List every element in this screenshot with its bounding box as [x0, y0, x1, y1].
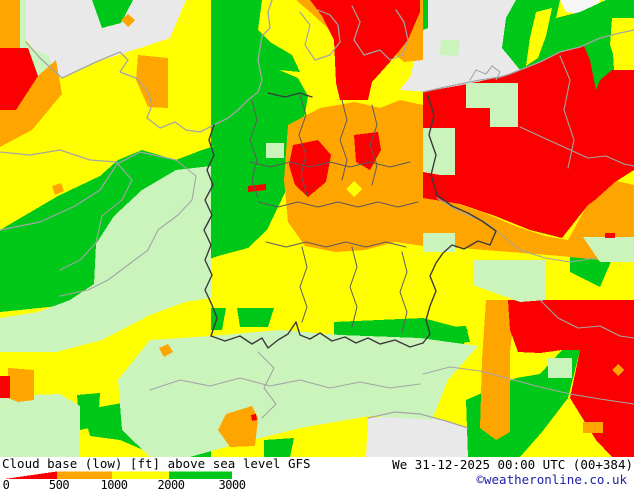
- map-region-orange-diamond-right: [612, 364, 624, 376]
- map-border-border-germany-south: [210, 321, 424, 349]
- map-border-border-bottomright-1: [422, 366, 634, 405]
- map-region-pale-band-right-2: [583, 237, 634, 262]
- legend-title: Cloud base (low) [ft] above sea level GF…: [2, 456, 311, 471]
- map-region-red-sliver-west: [248, 184, 266, 192]
- legend-segment-500-1000: [57, 471, 112, 479]
- map-border-state-1: [249, 99, 259, 199]
- map-border-coast-denmark-2: [351, 5, 409, 61]
- map-region-green-bottom-center: [264, 438, 294, 457]
- map-region-orange-left-diag: [0, 60, 62, 147]
- map-border-state-6: [257, 201, 419, 208]
- map-region-red-left: [0, 48, 38, 110]
- map-region-orange-bottomright-col: [480, 300, 516, 440]
- map-border-coast-ruegen: [469, 65, 501, 81]
- map-border-border-germany-west: [203, 124, 218, 337]
- weather-map: [0, 0, 634, 457]
- map-border-coast-england: [0, 149, 118, 163]
- legend-tick-500: 500: [48, 478, 70, 490]
- map-border-border-czech-grey: [436, 197, 597, 263]
- map-border-border-bottomright-2: [539, 299, 634, 339]
- legend-color-bar: [4, 471, 232, 479]
- map-border-state-8: [299, 246, 308, 323]
- map-region-green-sliver-topright: [423, 0, 428, 30]
- map-region-pale-notch-2: [423, 128, 455, 175]
- map-region-pale-notch-west: [266, 143, 284, 158]
- map-region-yellow-diamond-central: [346, 181, 362, 197]
- map-border-border-poland-1: [519, 126, 634, 167]
- weather-map-svg: [0, 0, 634, 457]
- map-region-orange-diamond-top: [121, 14, 135, 27]
- map-region-orange-left-band: [0, 0, 20, 48]
- map-border-border-poland-2: [559, 55, 575, 169]
- legend-tick-labels: 0 500 1000 2000 3000: [2, 478, 262, 490]
- map-region-red-central-2: [354, 132, 381, 170]
- map-border-state-7: [265, 241, 407, 248]
- map-region-green-top-patch: [92, 0, 133, 28]
- map-region-red-bottomright: [508, 300, 634, 457]
- legend-tick-0: 0: [2, 478, 10, 490]
- legend-segment-2000-3000: [169, 471, 232, 479]
- map-border-border-france-1: [59, 159, 197, 297]
- map-border-state-5: [249, 161, 411, 168]
- map-region-pale-notch-4: [548, 358, 572, 378]
- map-border-border-france-2: [59, 162, 133, 271]
- map-region-red-left-edge-bottom: [0, 376, 10, 398]
- map-border-coast-denmark-1: [299, 9, 341, 61]
- map-border-border-alps-1: [149, 377, 421, 391]
- map-region-pale-notch-1: [466, 83, 518, 127]
- map-region-green-lens-1: [237, 308, 274, 327]
- map-border-coast-adriatic: [367, 411, 469, 429]
- map-border-border-denmark: [267, 92, 313, 98]
- map-region-orange-alps-blob: [218, 406, 258, 447]
- map-border-coast-france: [0, 151, 177, 231]
- map-region-orange-bottom-left: [8, 368, 34, 402]
- map-region-pale-island-topright: [440, 40, 460, 56]
- map-region-orange-small-mid: [159, 344, 173, 357]
- map-region-pale-notch-3: [423, 233, 455, 252]
- map-region-pale-bottomleft: [0, 394, 80, 457]
- map-border-coast-baltic: [422, 29, 634, 93]
- map-border-state-3: [339, 99, 348, 181]
- map-region-orange-small-west: [52, 183, 64, 195]
- map-border-border-austria-italy: [257, 351, 277, 419]
- map-region-orange-patch-bottomright: [583, 422, 603, 433]
- legend-tick-2000: 2000: [157, 478, 185, 490]
- map-region-orange-central: [284, 100, 423, 252]
- map-region-red-dot-alps: [251, 414, 257, 421]
- map-region-pale-france-wedge: [0, 166, 211, 352]
- map-region-red-central: [289, 140, 331, 197]
- map-footer: Cloud base (low) [ft] above sea level GF…: [0, 457, 634, 490]
- map-region-yellow-wedge-topright: [526, 8, 552, 66]
- map-border-coast-northsea: [25, 0, 273, 133]
- legend-segment-1000-2000: [112, 471, 169, 479]
- map-border-state-10: [399, 251, 408, 333]
- map-border-state-9: [349, 246, 358, 328]
- legend-segment-0-500: [4, 471, 57, 479]
- map-region-red-dash-right: [605, 233, 615, 238]
- forecast-datetime: We 31-12-2025 00:00 UTC (00+384): [392, 457, 633, 472]
- legend-tick-1000: 1000: [100, 478, 128, 490]
- map-border-state-4: [369, 104, 378, 186]
- map-region-north-sea: [24, 0, 186, 78]
- map-border-border-germany-east: [427, 95, 438, 196]
- legend-tick-3000: 3000: [218, 478, 246, 490]
- map-region-adriatic-sea: [366, 414, 470, 457]
- map-region-orange-dutch-coast: [136, 55, 168, 108]
- map-region-yellow-strip-right: [610, 18, 634, 68]
- map-border-border-germany-czech: [422, 194, 497, 344]
- map-region-pale-alps: [118, 330, 478, 457]
- copyright-text: ©weatheronline.co.uk: [476, 472, 627, 487]
- map-border-state-2: [298, 94, 308, 196]
- map-region-pale-band-right: [473, 260, 546, 302]
- map-region-green-schleswig: [211, 0, 300, 146]
